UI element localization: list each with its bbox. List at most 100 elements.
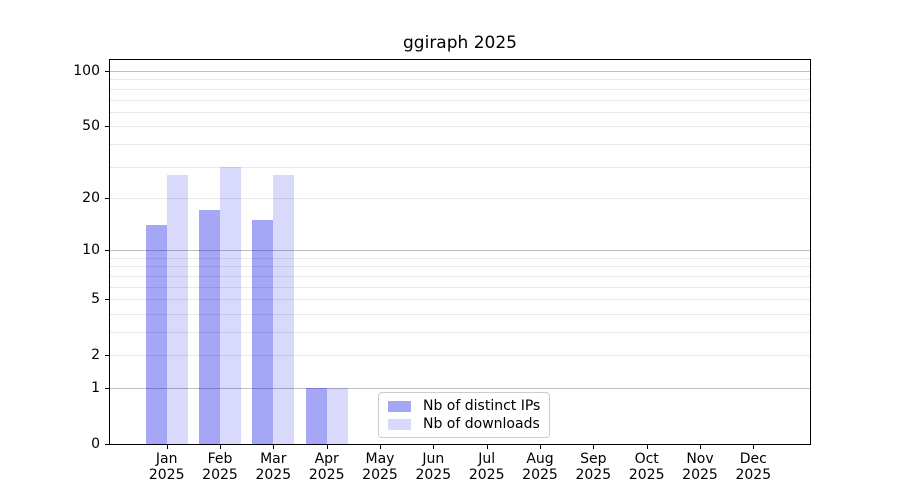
x-tick-year: 2025 (682, 467, 718, 483)
x-tick-apr (326, 445, 328, 449)
x-tick-jan (166, 445, 168, 449)
plot-area: Nb of distinct IPs Nb of downloads (110, 60, 810, 444)
bar-downloads-feb (220, 166, 241, 444)
x-tick-month: May (365, 451, 395, 467)
gridline-major-100 (110, 71, 810, 72)
x-tick-year: 2025 (202, 467, 238, 483)
x-tick-year: 2025 (148, 467, 185, 483)
x-tick-month: Sep (580, 451, 607, 467)
x-tick-label-nov: Nov 2025 (668, 451, 732, 483)
bar-ips-apr (305, 388, 327, 444)
legend-swatch-distinct-ips (388, 400, 411, 412)
x-tick-dec (753, 445, 755, 449)
x-tick-year: 2025 (522, 467, 558, 483)
legend-item-downloads: Nb of downloads (388, 415, 540, 433)
gridline-minor-50 (110, 126, 810, 128)
x-tick-aug (540, 445, 541, 449)
x-tick-nov (700, 445, 701, 449)
x-tick-label-aug: Aug 2025 (508, 451, 572, 483)
x-tick-mar (273, 445, 275, 449)
y-tick-100 (105, 71, 109, 72)
x-tick-month: Dec (739, 451, 767, 467)
y-tick-20 (105, 197, 109, 199)
gridline-minor-6 (110, 286, 810, 288)
x-tick-month: Nov (686, 451, 714, 467)
x-tick-year: 2025 (575, 467, 612, 483)
legend-item-distinct-ips: Nb of distinct IPs (388, 397, 540, 415)
y-tick-label-10: 10 (82, 242, 100, 259)
y-tick-label-2: 2 (91, 347, 100, 364)
gridline-minor-80 (110, 88, 810, 90)
x-tick-month: Jul (478, 451, 496, 467)
y-tick-10 (105, 250, 109, 252)
gridline-minor-90 (110, 79, 810, 81)
x-tick-month: Mar (260, 451, 287, 467)
gridline-minor-2 (110, 355, 810, 357)
x-tick-label-may: May 2025 (348, 451, 412, 483)
y-tick-50 (105, 126, 109, 128)
x-tick-month: Jun (422, 451, 445, 467)
gridline-minor-20 (110, 197, 810, 199)
y-tick-label-100: 100 (73, 63, 100, 79)
x-tick-jun (433, 445, 435, 449)
x-tick-year: 2025 (735, 467, 772, 483)
y-tick-label-0: 0 (91, 436, 100, 452)
x-tick-year: 2025 (362, 467, 398, 483)
bar-ips-jan (145, 225, 167, 444)
y-tick-label-20: 20 (82, 189, 100, 206)
legend: Nb of distinct IPs Nb of downloads (378, 392, 551, 438)
y-tick-label-1: 1 (91, 380, 100, 396)
legend-swatch-downloads (388, 418, 411, 430)
y-tick-label-5: 5 (91, 291, 100, 308)
y-tick-1 (105, 388, 109, 389)
x-tick-label-apr: Apr 2025 (295, 451, 359, 483)
gridline-minor-9 (110, 257, 810, 259)
x-tick-may (380, 445, 381, 449)
x-tick-year: 2025 (415, 467, 452, 483)
gridline-major-10 (110, 250, 810, 252)
bar-ips-mar (252, 219, 274, 444)
gridline-minor-3 (110, 332, 810, 333)
x-tick-year: 2025 (628, 467, 665, 483)
x-tick-oct (646, 445, 648, 449)
x-tick-year: 2025 (308, 467, 345, 483)
legend-label-distinct-ips: Nb of distinct IPs (423, 398, 541, 414)
gridline-minor-4 (110, 313, 810, 315)
gridline-minor-7 (110, 275, 810, 277)
y-tick-2 (105, 355, 109, 357)
x-tick-sep (593, 445, 595, 449)
x-tick-label-mar: Mar 2025 (241, 451, 305, 483)
x-tick-label-oct: Oct 2025 (615, 451, 679, 483)
bar-downloads-mar (273, 174, 295, 444)
x-tick-feb (220, 445, 221, 449)
x-tick-label-sep: Sep 2025 (561, 451, 625, 483)
y-axis: 100 50 20 10 5 2 1 0 (0, 60, 109, 452)
x-axis: Jan 2025 Feb 2025 Mar 2025 Apr 2025 May 2025 Jun 20… (110, 445, 810, 495)
x-tick-label-jun: Jun 2025 (401, 451, 465, 483)
x-tick-month: Oct (634, 451, 659, 467)
gridline-minor-5 (110, 299, 810, 301)
x-tick-month: Feb (207, 451, 233, 467)
x-tick-label-feb: Feb 2025 (188, 451, 252, 483)
gridline-minor-60 (110, 111, 810, 113)
gridline-major-1 (110, 388, 810, 389)
x-tick-month: Jan (155, 451, 178, 467)
x-tick-month: Apr (314, 451, 339, 467)
chart-title: ggiraph 2025 (403, 33, 517, 53)
bar-downloads-jan (166, 174, 188, 444)
x-tick-label-jan: Jan 2025 (135, 451, 199, 483)
x-tick-month: Aug (526, 451, 554, 467)
x-tick-year: 2025 (468, 467, 505, 483)
y-tick-label-50: 50 (82, 118, 100, 135)
legend-label-downloads: Nb of downloads (423, 416, 540, 432)
x-tick-year: 2025 (255, 467, 292, 483)
bar-downloads-apr (326, 388, 348, 444)
x-tick-jul (486, 445, 488, 449)
bar-ips-feb (199, 210, 220, 444)
y-tick-5 (105, 299, 109, 301)
x-tick-label-jul: Jul 2025 (455, 451, 519, 483)
gridline-minor-30 (110, 166, 810, 168)
gridline-minor-40 (110, 143, 810, 145)
gridline-minor-70 (110, 99, 810, 101)
